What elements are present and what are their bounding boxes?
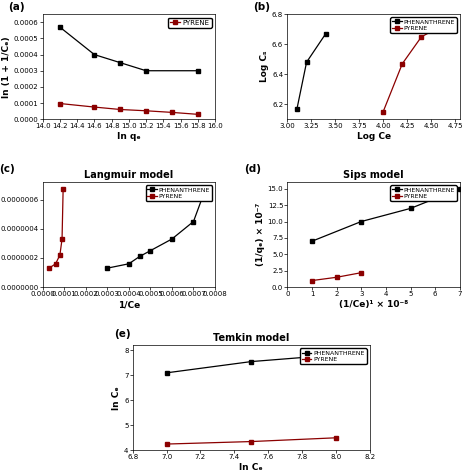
Legend: PHENANTHRENE, PYRENE: PHENANTHRENE, PYRENE xyxy=(390,18,456,33)
X-axis label: 1/Ce: 1/Ce xyxy=(118,300,140,309)
Text: (e): (e) xyxy=(114,329,130,339)
Y-axis label: (1/qₑ) × 10⁻⁷: (1/qₑ) × 10⁻⁷ xyxy=(255,203,264,266)
Legend: PHENANTHRENE, PYRENE: PHENANTHRENE, PYRENE xyxy=(300,348,366,364)
Legend: PHENANTHRENE, PYRENE: PHENANTHRENE, PYRENE xyxy=(146,185,212,201)
Title: Temkin model: Temkin model xyxy=(213,333,290,343)
Y-axis label: ln Cₑ: ln Cₑ xyxy=(112,386,121,410)
Title: Langmuir model: Langmuir model xyxy=(84,170,173,180)
Legend: PHENANTHRENE, PYRENE: PHENANTHRENE, PYRENE xyxy=(390,185,456,201)
Text: (b): (b) xyxy=(253,2,270,12)
Text: (d): (d) xyxy=(244,164,261,173)
Y-axis label: ln (1 + 1/Cₑ): ln (1 + 1/Cₑ) xyxy=(2,36,11,98)
Legend: PYRENE: PYRENE xyxy=(168,18,211,28)
Text: (c): (c) xyxy=(0,164,15,173)
X-axis label: Log Ce: Log Ce xyxy=(356,132,391,141)
Text: (a): (a) xyxy=(8,2,25,12)
Title: Sips model: Sips model xyxy=(343,170,404,180)
X-axis label: (1/Ce)¹ × 10⁻⁸: (1/Ce)¹ × 10⁻⁸ xyxy=(339,300,408,309)
Y-axis label: Log Cₛ: Log Cₛ xyxy=(260,51,269,82)
X-axis label: In qₑ: In qₑ xyxy=(117,132,141,141)
X-axis label: ln Cₑ: ln Cₑ xyxy=(239,463,263,472)
